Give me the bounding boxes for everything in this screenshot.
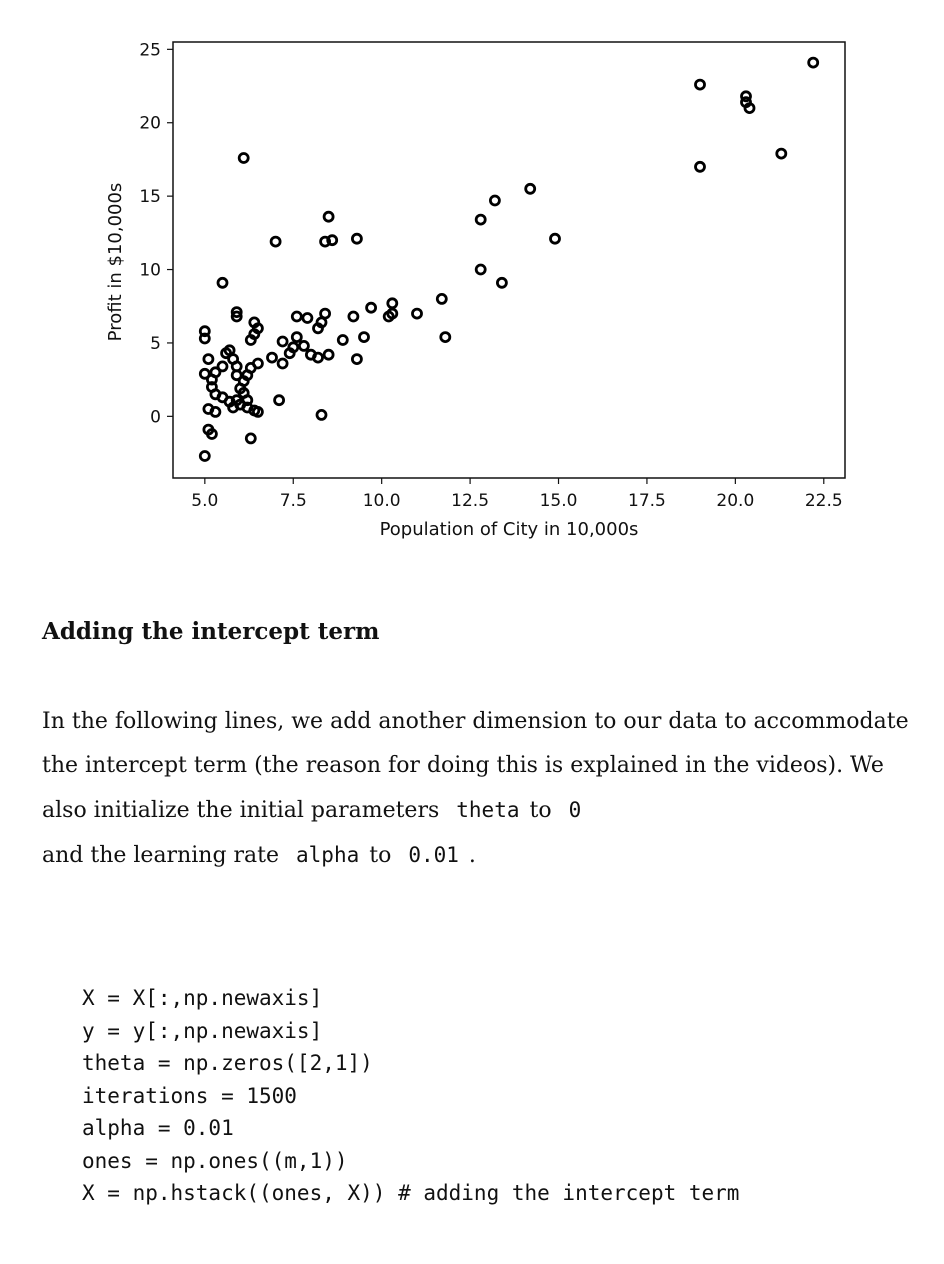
section-heading: Adding the intercept term [42,618,380,645]
x-tick-label: 20.0 [716,491,754,511]
inline-code-theta: theta [456,798,520,822]
data-point [326,234,339,247]
x-tick-label: 22.5 [805,491,843,511]
inline-code-learning-rate: 0.01 [408,843,459,867]
y-axis-label: Profit in $10,000s [105,183,126,342]
code-block: X = X[:,np.newaxis] y = y[:,np.newaxis] th… [82,982,739,1210]
data-point [198,367,211,380]
data-point [386,297,399,310]
code-line: iterations = 1500 [82,1083,297,1108]
data-point [205,428,218,440]
data-point [549,232,561,245]
x-tick-label: 10.0 [363,491,401,511]
data-point [315,316,328,329]
data-point [315,408,328,421]
data-point [287,341,300,354]
data-point [694,160,706,173]
data-point [347,310,360,323]
data-point [775,147,788,160]
data-point [269,235,282,248]
y-tick-label: 10 [139,261,161,281]
code-line: X = np.hstack((ones, X)) # adding the in… [82,1181,740,1205]
data-point [474,263,487,276]
data-point [230,310,243,323]
paragraph-text: to [529,798,552,823]
paragraph-text: . [468,843,476,868]
data-point [322,210,335,223]
data-point [495,276,508,289]
data-point [743,102,756,114]
code-line: y = y[:,np.newaxis] [82,1018,323,1043]
code-line: ones = np.ones((m,1)) [82,1148,348,1173]
explanation-paragraph: In the following lines, we add another d… [42,700,922,878]
paragraph-text: In the following lines, we add another d… [42,709,909,823]
data-point [524,182,537,195]
data-point [276,357,289,370]
data-point [319,235,332,248]
data-point [251,405,264,418]
data-point [322,348,335,361]
data-point [365,301,378,314]
x-tick-label: 17.5 [628,491,666,511]
y-tick-label: 25 [139,40,161,60]
y-axis-ticks: 0 5 10 15 20 25 [139,40,173,427]
data-point [198,332,211,345]
data-point [312,351,324,364]
y-tick-label: 20 [139,114,161,134]
code-line: alpha = 0.01 [82,1116,234,1140]
plot-frame [172,41,846,479]
data-point [358,331,370,344]
x-tick-label: 15.0 [540,491,578,511]
inline-code-zero: 0 [568,798,582,822]
data-point [386,307,399,320]
data-point [202,353,215,366]
data-point [301,312,314,324]
x-axis-ticks: 5.0 7.5 10.0 12.5 15.0 17.5 20.0 22.5 [191,478,843,511]
data-point [216,276,229,289]
data-point [336,334,349,346]
data-point [694,78,706,91]
data-point [807,56,820,69]
data-point [266,351,278,364]
data-point [216,360,229,373]
data-point [290,331,303,344]
x-tick-label: 7.5 [280,491,307,511]
x-tick-label: 5.0 [191,491,218,511]
paragraph-text: to [369,843,392,868]
data-point [273,394,286,407]
data-point [209,405,222,418]
data-point [740,90,752,103]
data-point [237,152,250,164]
code-line: X = X[:,np.newaxis] [82,986,323,1010]
data-point [230,306,243,319]
data-point [244,334,257,346]
data-point [350,353,363,366]
data-point [209,366,222,379]
paragraph-text: and the learning rate [42,843,280,868]
data-point [411,307,423,320]
data-point [241,369,254,382]
data-point [244,432,257,445]
y-tick-label: 5 [150,334,161,354]
y-tick-label: 0 [150,407,161,427]
data-point [276,335,289,348]
data-point [198,450,211,462]
data-point [474,213,487,226]
data-point [350,232,363,245]
y-tick-label: 15 [139,187,161,207]
data-point [488,194,501,207]
data-point [241,394,254,407]
data-point [439,331,452,344]
data-points [198,56,820,462]
code-line: theta = np.zeros([2,1]) [82,1051,373,1075]
inline-code-alpha: alpha [296,843,360,867]
data-point [297,339,310,352]
data-point [290,310,303,323]
scatter-plot: 5.0 7.5 10.0 12.5 15.0 17.5 20.0 22.5 0 5 10 15 20 2… [105,40,846,540]
data-point [230,369,243,382]
data-point [198,325,211,338]
x-tick-label: 12.5 [451,491,489,511]
x-axis-label: Population of City in 10,000s [380,519,639,540]
data-point [435,292,448,305]
